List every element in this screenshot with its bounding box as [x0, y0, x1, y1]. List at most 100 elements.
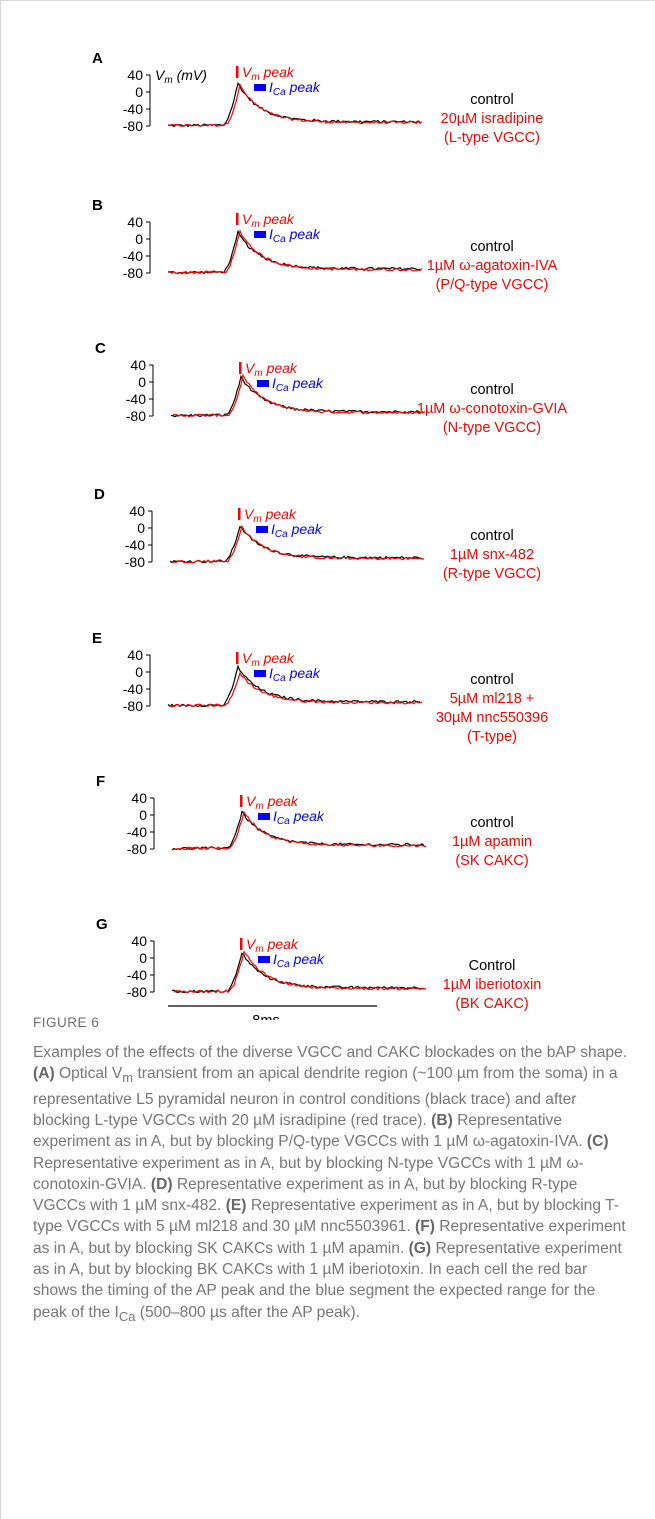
trace-drug — [171, 524, 425, 564]
y-tick-label: -40 — [123, 681, 143, 697]
panel-letter-a: A — [92, 50, 103, 67]
y-tick-label: -80 — [127, 984, 147, 1000]
caption-label-b: (B) — [431, 1112, 453, 1129]
page-border-top — [0, 0, 655, 1]
vm-peak-bar — [239, 362, 242, 374]
legend-control-label: control — [470, 382, 514, 398]
caption-intro: Examples of the effects of the diverse V… — [33, 1044, 628, 1061]
trace-drug — [169, 671, 423, 708]
figure-caption-block: FIGURE 6 Examples of the effects of the … — [33, 1015, 633, 1327]
caption-label-g: (G) — [408, 1239, 432, 1257]
y-tick-label: 0 — [139, 807, 147, 823]
ica-peak-bar — [254, 670, 266, 677]
y-axis-label: Vm (mV) — [155, 67, 207, 86]
legend-control-label: control — [470, 528, 514, 544]
y-tick-label: 40 — [130, 357, 146, 373]
trace-drug — [173, 950, 427, 994]
y-tick-label: 40 — [131, 790, 147, 806]
ica-peak-label: ICa peak — [271, 521, 323, 540]
legend-drug-line: 1µM iberiotoxin — [443, 977, 542, 993]
y-tick-label: -80 — [125, 554, 145, 570]
trace-drug — [173, 373, 426, 418]
caption-text-a: Optical V — [54, 1065, 123, 1083]
caption-label-a: (A) — [33, 1065, 55, 1083]
ica-peak-label: ICa peak — [269, 226, 321, 245]
figure-label: FIGURE 6 — [33, 1015, 100, 1030]
vm-peak-bar — [236, 213, 239, 225]
panel-letter-f: F — [96, 773, 105, 790]
legend-drug-line: (L-type VGCC) — [444, 130, 540, 146]
legend-drug-line: (T-type) — [467, 729, 517, 745]
vm-peak-bar — [240, 795, 243, 807]
y-tick-label: -40 — [125, 537, 145, 553]
caption-text-g2: (500–800 µs after the AP peak). — [135, 1303, 361, 1321]
y-tick-label: -80 — [126, 408, 146, 424]
caption-label-e: (E) — [225, 1197, 247, 1215]
caption-label-f: (F) — [415, 1218, 435, 1236]
caption-text-e: Representative experiment as in A, but b… — [33, 1197, 619, 1236]
vm-peak-bar — [240, 938, 243, 950]
ica-peak-bar — [254, 84, 266, 91]
y-tick-label: 0 — [135, 231, 143, 247]
y-tick-label: 40 — [127, 647, 143, 663]
y-tick-label: -80 — [123, 265, 143, 281]
panel-letter-b: B — [92, 197, 103, 214]
vm-peak-label: Vm peak — [246, 936, 299, 955]
legend-drug-line: 1µM apamin — [452, 834, 532, 850]
ica-peak-bar — [256, 526, 268, 533]
ica-peak-label: ICa peak — [272, 375, 324, 394]
y-tick-label: 0 — [137, 520, 145, 536]
caption-label-c: (C) — [586, 1133, 609, 1151]
legend-drug-line: 20µM isradipine — [441, 111, 544, 127]
y-tick-label: 0 — [138, 374, 146, 390]
y-tick-label: -80 — [127, 841, 147, 857]
trace-drug — [169, 229, 423, 275]
caption-text-a2: transient from an apical dendrite region… — [33, 1065, 618, 1129]
caption-text-d: Representative experiment as in A, but b… — [33, 1175, 578, 1215]
y-tick-label: -40 — [127, 967, 147, 983]
y-tick-label: -40 — [123, 248, 143, 264]
ica-peak-label: ICa peak — [269, 665, 321, 684]
vm-peak-bar — [236, 66, 239, 78]
caption-text-b: Representative experiment as in A, but b… — [33, 1112, 587, 1151]
caption-label-d: (D) — [150, 1175, 173, 1193]
y-tick-label: 40 — [131, 933, 147, 949]
ica-peak-bar — [258, 956, 270, 963]
vm-peak-label: Vm peak — [242, 64, 295, 83]
vm-peak-label: Vm peak — [245, 360, 298, 379]
trace-drug — [173, 810, 427, 851]
time-scale-label: 8ms — [252, 1013, 279, 1020]
caption-sub-a: m — [122, 1070, 134, 1086]
y-tick-label: 0 — [139, 950, 147, 966]
panel-letter-c: C — [95, 340, 106, 357]
ica-peak-bar — [254, 231, 266, 238]
caption-text-g: Representative experiment as in A, but b… — [33, 1239, 622, 1321]
caption-text-f: Representative experiment as in A, but b… — [33, 1218, 626, 1257]
legend-drug-line: (R-type VGCC) — [443, 566, 541, 582]
legend-drug-line: 1µM snx-482 — [450, 547, 534, 563]
ica-peak-label: ICa peak — [273, 808, 325, 827]
legend-control-label: control — [470, 239, 514, 255]
y-tick-label: 0 — [135, 84, 143, 100]
legend-control-label: Control — [469, 958, 516, 974]
y-tick-label: -40 — [126, 391, 146, 407]
y-tick-label: 0 — [135, 664, 143, 680]
vm-peak-label: Vm peak — [242, 650, 295, 669]
legend-drug-line: (BK CAKC) — [455, 996, 528, 1012]
panel-letter-e: E — [92, 630, 102, 647]
figure-caption: Examples of the effects of the diverse V… — [33, 1042, 633, 1327]
y-tick-label: -40 — [127, 824, 147, 840]
ica-peak-label: ICa peak — [269, 79, 321, 98]
legend-drug-line: 1µM ω-conotoxin-GVIA — [417, 401, 568, 417]
trace-drug — [169, 83, 423, 127]
legend-control-label: control — [470, 672, 514, 688]
y-tick-label: -40 — [123, 101, 143, 117]
vm-peak-label: Vm peak — [244, 506, 297, 525]
y-tick-label: 40 — [129, 503, 145, 519]
caption-text-c: Representative experiment as in A, but b… — [33, 1154, 584, 1193]
